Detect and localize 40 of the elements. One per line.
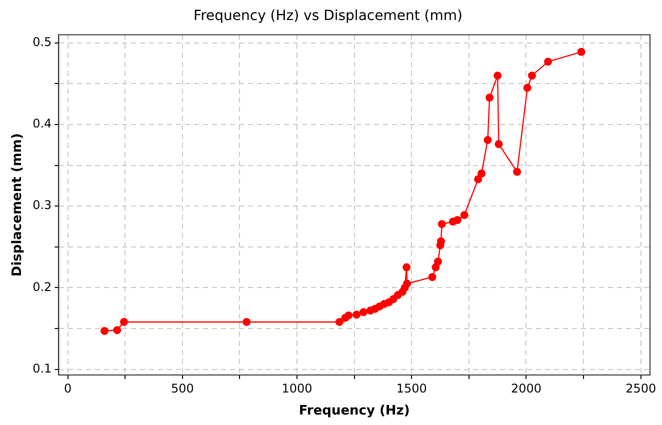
point (434, 258, 442, 266)
point (344, 311, 353, 320)
x-tick-label: 2000 (510, 381, 542, 396)
point (460, 211, 468, 220)
point (484, 136, 492, 144)
point (513, 168, 522, 176)
y-tick-label: 0.2 (32, 280, 52, 294)
chart-title: Frequency (Hz) vs Displacement (mm) (194, 8, 462, 24)
x-tick-label: 1500 (396, 381, 427, 396)
x-axis-title: Frequency (Hz) (298, 404, 410, 419)
point (438, 220, 446, 228)
point (100, 326, 109, 335)
x-tick-label: 500 (170, 381, 194, 396)
point (403, 280, 412, 288)
point (113, 326, 122, 334)
x-tick-label: 2500 (626, 381, 656, 396)
point (360, 308, 368, 316)
point (494, 72, 502, 80)
x-tick-label: 1000 (282, 381, 312, 396)
point (352, 310, 361, 319)
point (428, 273, 436, 282)
y-tick-label: 0.3 (32, 198, 52, 212)
point (335, 318, 344, 326)
point (120, 318, 128, 326)
point (544, 58, 552, 66)
y-tick-label: 0.5 (32, 35, 52, 50)
point (577, 48, 586, 56)
point (474, 175, 482, 184)
y-tick-label: 0.1 (32, 361, 52, 376)
point (478, 169, 486, 178)
point (242, 318, 251, 326)
point (523, 84, 532, 92)
point (528, 72, 536, 80)
y-tick-label: 0.4 (32, 116, 52, 131)
point (453, 216, 462, 224)
x-tick-label: 0 (64, 381, 72, 396)
point (494, 140, 503, 148)
point (486, 94, 494, 102)
y-axis-title: Displacement (mm) (10, 133, 26, 277)
point (402, 263, 411, 272)
